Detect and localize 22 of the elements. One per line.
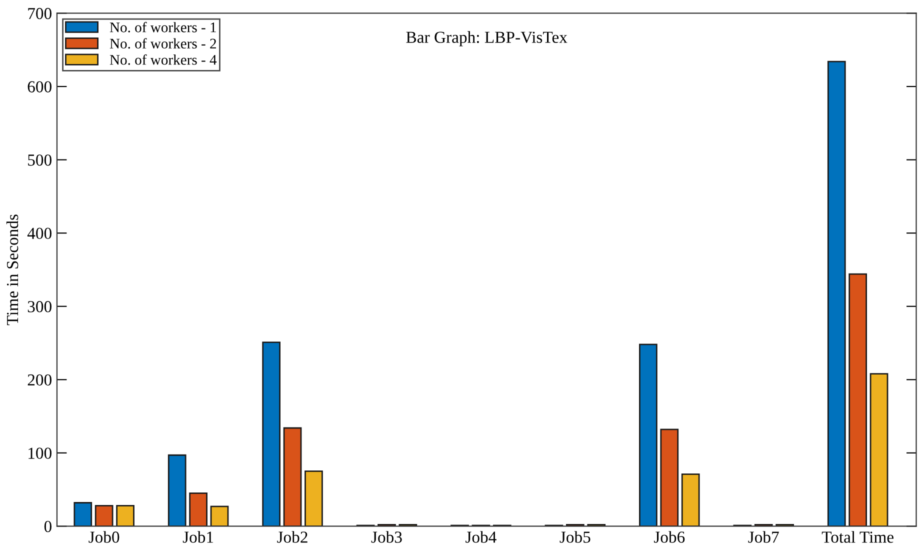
legend-label: No. of workers - 2 xyxy=(110,38,216,49)
x-tick-label: Job1 xyxy=(182,531,214,543)
x-tick-label: Job0 xyxy=(88,531,120,543)
y-tick-label: 600 xyxy=(28,81,52,92)
text: Bar Graph: LBP-VisTex xyxy=(406,31,568,46)
y-tick-label: 700 xyxy=(28,8,52,20)
x-tick-label: Job3 xyxy=(371,531,402,543)
x-tick-label: Job4 xyxy=(466,531,496,543)
legend-label: No. of workers - 1 xyxy=(110,22,216,32)
y-axis-title: Time in Seconds xyxy=(6,214,18,326)
x-tick-label: Total Time xyxy=(822,531,894,543)
y-tick-label: 0 xyxy=(44,520,52,532)
x-tick-label: Job2 xyxy=(277,531,308,543)
y-tick-label: 400 xyxy=(27,228,52,240)
x-tick-label: Job6 xyxy=(654,531,685,543)
y-tick-label: 100 xyxy=(28,448,52,459)
legend-label: No. of workers - 4 xyxy=(110,54,217,65)
x-tick-label: Job7 xyxy=(748,531,779,543)
y-tick-label: 200 xyxy=(28,374,52,386)
x-tick-label: Job5 xyxy=(560,531,590,543)
y-tick-label: 300 xyxy=(28,301,52,312)
y-tick-label: 500 xyxy=(28,154,52,166)
